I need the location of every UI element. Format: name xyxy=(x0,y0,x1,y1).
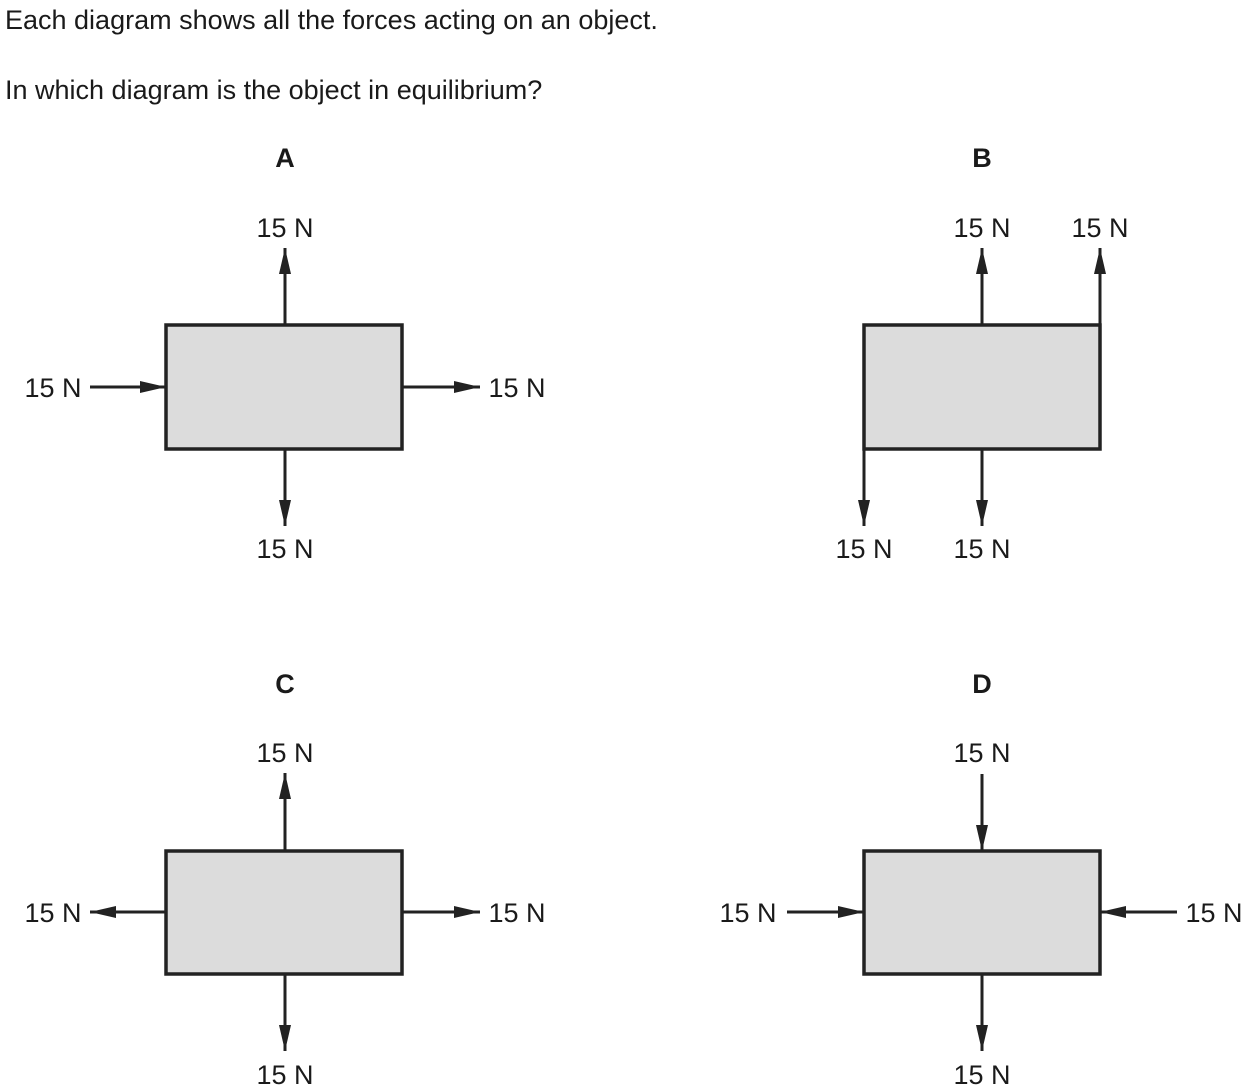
diagram-a-label-down: 15 N xyxy=(256,534,313,564)
diagram-b: B 15 N 15 N 15 N 15 N xyxy=(835,143,1128,564)
diagram-b-object xyxy=(864,325,1100,449)
diagram-a-label-up: 15 N xyxy=(256,213,313,243)
diagram-a-label-left: 15 N xyxy=(24,373,81,403)
diagram-c-label-down: 15 N xyxy=(256,1060,313,1090)
diagram-d-title: D xyxy=(972,669,992,699)
diagram-a-title: A xyxy=(275,143,295,173)
diagram-d: D 15 N 15 N 15 N 15 N xyxy=(719,669,1242,1090)
diagram-b-title: B xyxy=(972,143,992,173)
diagram-a-object xyxy=(166,325,402,449)
diagram-b-label-down-left: 15 N xyxy=(835,534,892,564)
diagram-d-object xyxy=(864,851,1100,974)
diagram-d-label-left: 15 N xyxy=(719,898,776,928)
diagram-d-label-right: 15 N xyxy=(1185,898,1242,928)
diagram-b-label-up-center: 15 N xyxy=(953,213,1010,243)
diagram-d-label-top: 15 N xyxy=(953,738,1010,768)
diagram-b-label-up-right: 15 N xyxy=(1071,213,1128,243)
diagram-c-label-right: 15 N xyxy=(488,898,545,928)
diagram-c: C 15 N 15 N 15 N 15 N xyxy=(24,669,545,1090)
diagram-d-label-down: 15 N xyxy=(953,1060,1010,1090)
diagram-c-object xyxy=(166,851,402,974)
diagram-a-label-right: 15 N xyxy=(488,373,545,403)
diagram-a: A 15 N 15 N 15 N 15 N xyxy=(24,143,545,564)
diagram-c-label-left: 15 N xyxy=(24,898,81,928)
diagram-c-label-up: 15 N xyxy=(256,738,313,768)
diagram-b-label-down-center: 15 N xyxy=(953,534,1010,564)
diagram-c-title: C xyxy=(275,669,295,699)
